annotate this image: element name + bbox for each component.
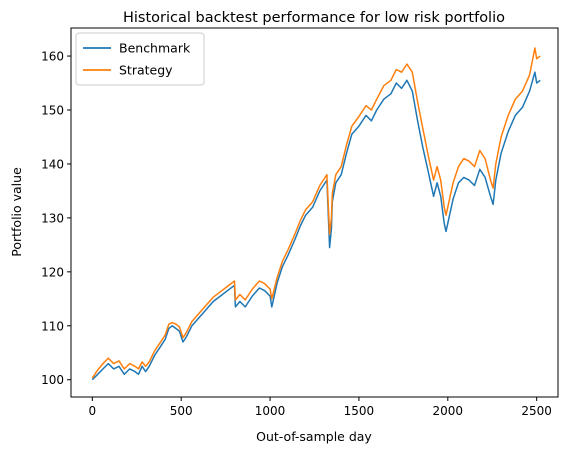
y-tick-label: 150 (41, 104, 64, 118)
legend-box (75, 32, 205, 86)
series-line-benchmark (91, 71, 541, 381)
y-tick-label: 160 (41, 50, 64, 64)
x-tick-label: 1500 (344, 404, 375, 418)
y-axis: 100 110 120 130 140 150 160 (41, 50, 71, 387)
series-layer (91, 47, 541, 381)
y-tick-label: 120 (41, 265, 64, 279)
x-axis: 0 500 1000 1500 2000 2500 (89, 397, 552, 418)
x-tick-label: 500 (170, 404, 193, 418)
series-line-strategy (91, 47, 541, 379)
legend-label-benchmark: Benchmark (119, 41, 191, 56)
y-tick-label: 140 (41, 157, 64, 171)
x-tick-label: 1000 (255, 404, 286, 418)
legend: Benchmark Strategy (75, 32, 205, 86)
y-tick-label: 130 (41, 211, 64, 225)
x-tick-label: 2000 (433, 404, 464, 418)
x-tick-label: 0 (89, 404, 97, 418)
x-tick-label: 2500 (521, 404, 552, 418)
y-tick-label: 110 (41, 319, 64, 333)
y-tick-label: 100 (41, 373, 64, 387)
y-axis-label: Portfolio value (9, 167, 24, 257)
x-axis-label: Out-of-sample day (256, 429, 372, 444)
chart-title: Historical backtest performance for low … (123, 10, 505, 26)
plot-frame (70, 27, 559, 398)
legend-label-strategy: Strategy (119, 63, 173, 78)
